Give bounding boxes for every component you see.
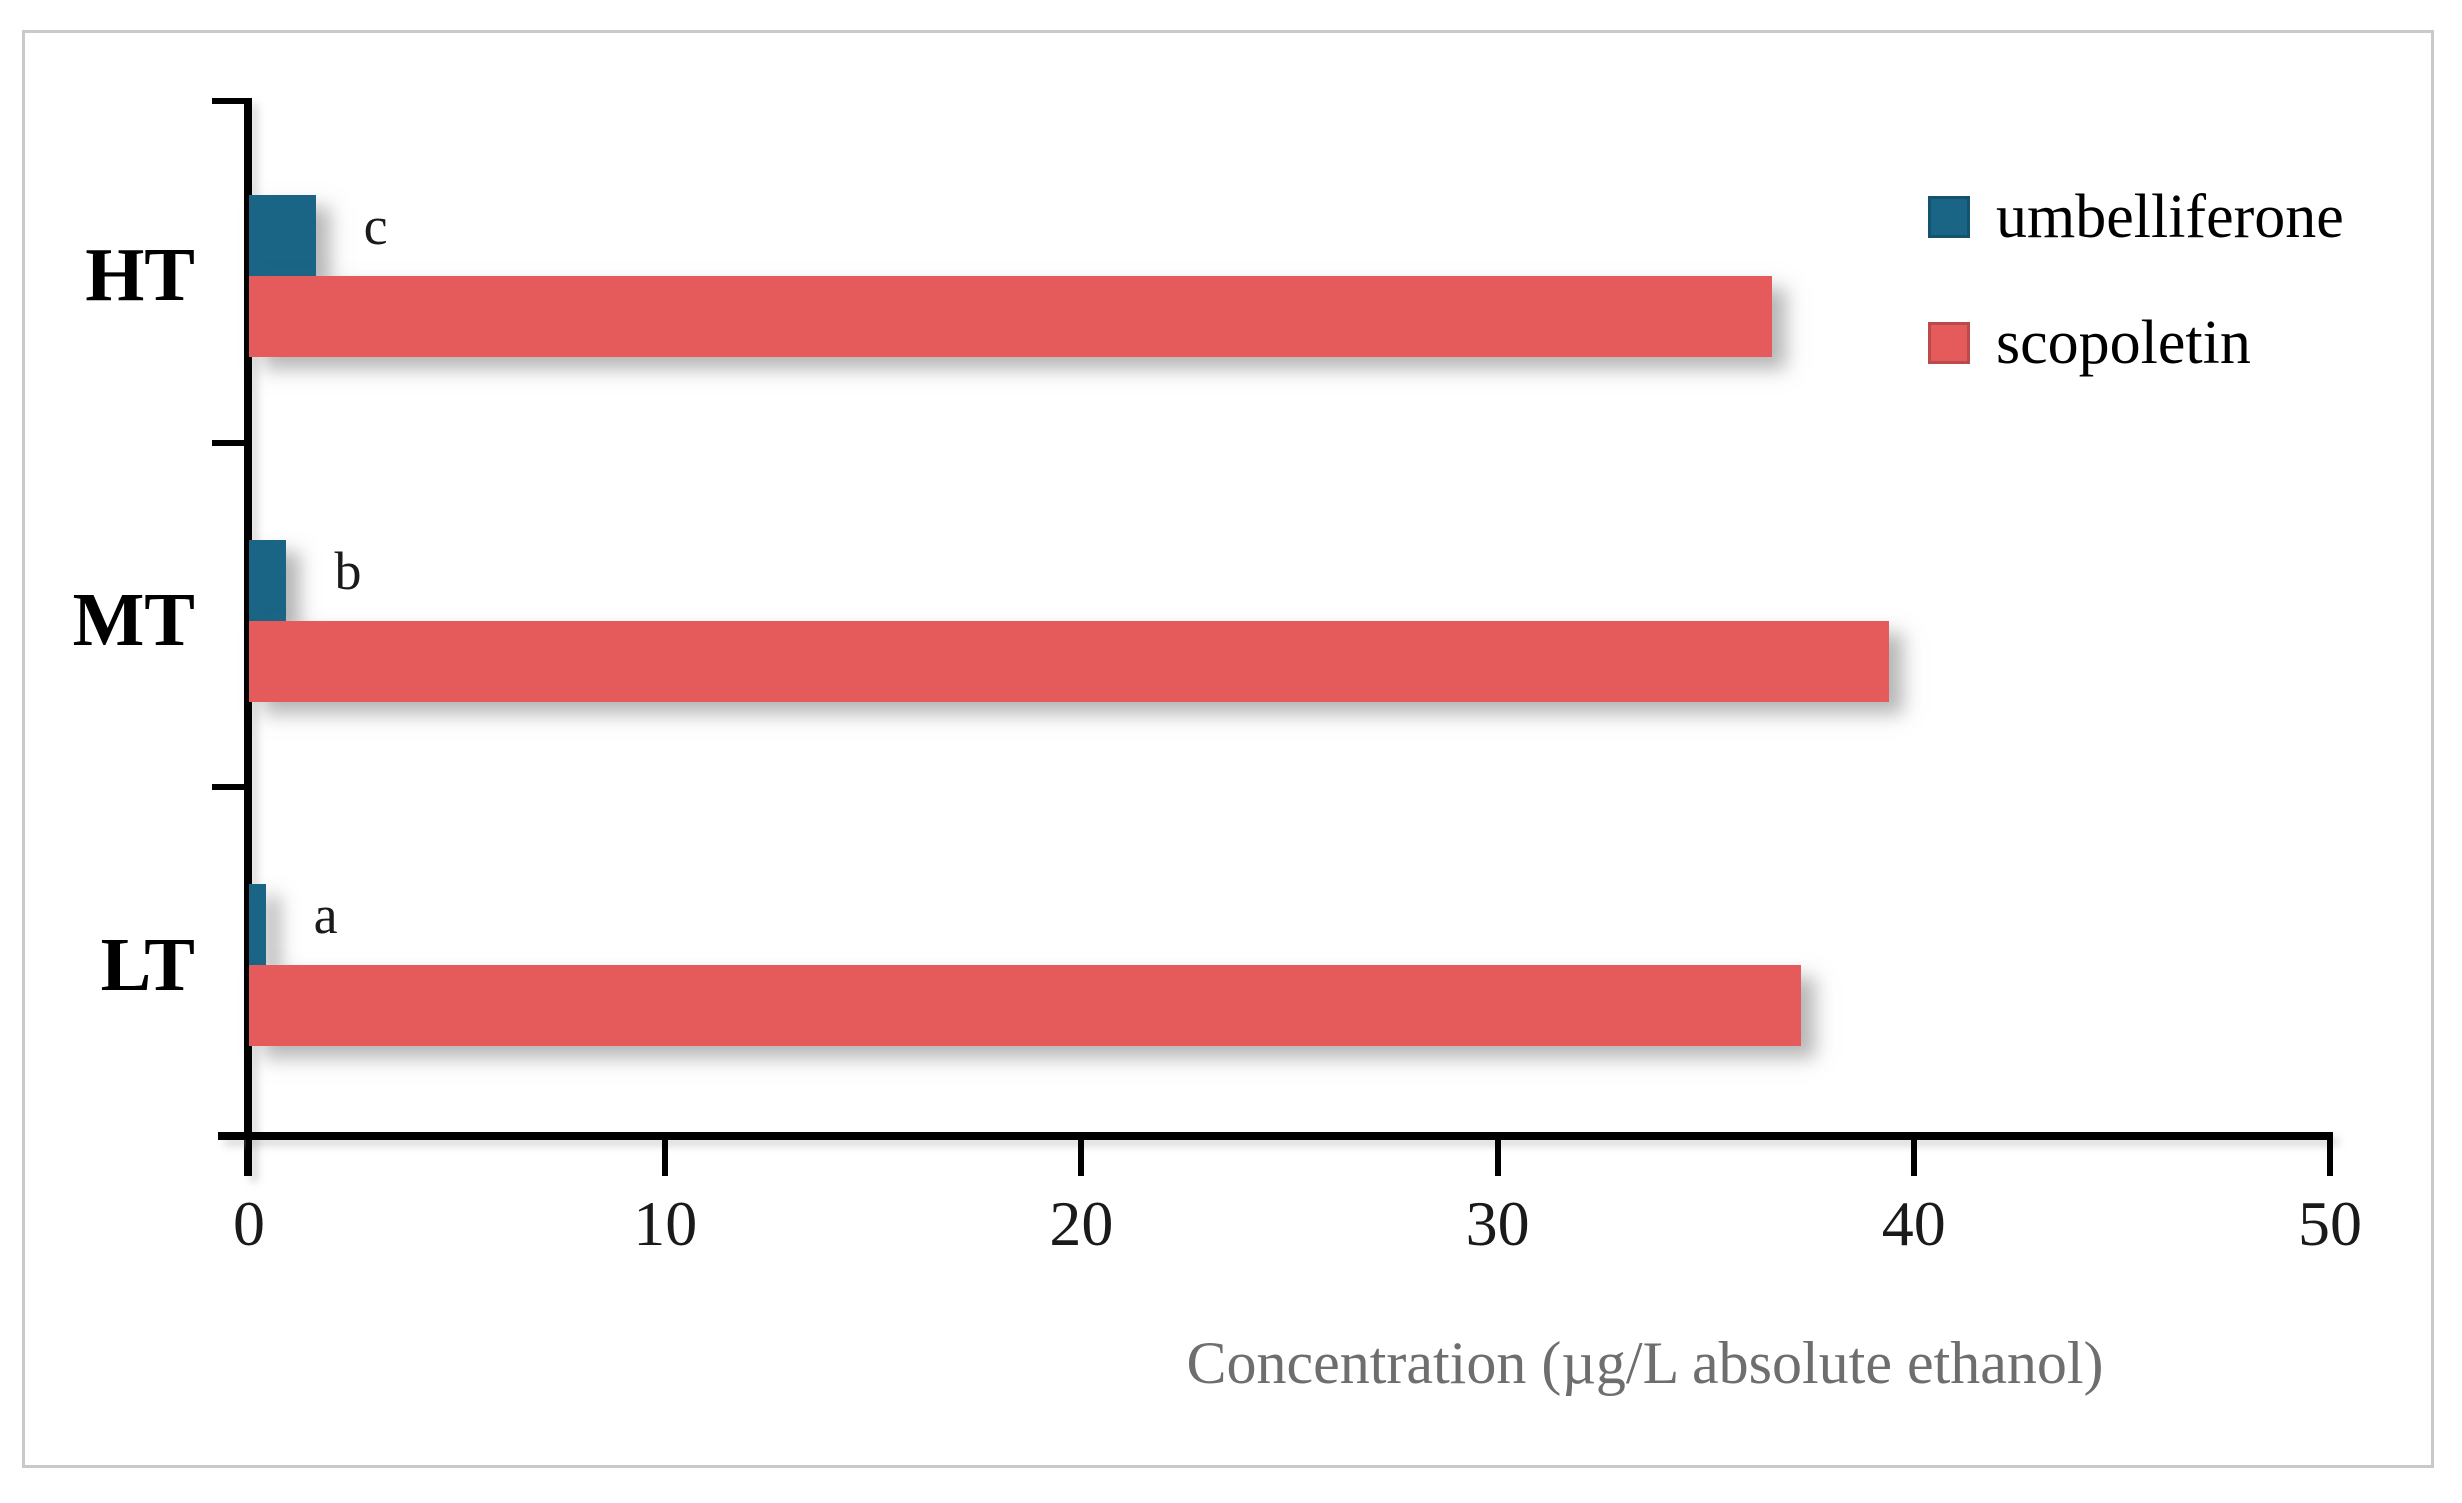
y-axis-tick [212,98,250,104]
category-label-lt: LT [100,922,195,1007]
x-axis-tick [1078,1140,1085,1176]
significance-letter-b: b [334,540,362,601]
scopoletin-swatch-icon [1928,322,1970,364]
y-axis-tick [212,784,250,791]
x-axis-tick [1910,1140,1917,1176]
bar-umbelliferone-mt [249,539,287,621]
legend-item-scopoletin: scopoletin [1928,312,2344,374]
legend: umbelliferone scopoletin [1928,186,2344,374]
x-tick-label: 10 [633,1188,698,1259]
x-axis-tick [662,1140,669,1176]
category-label-ht: HT [85,233,195,318]
significance-letter-a: a [313,885,338,946]
significance-letter-c: c [363,196,388,256]
figure-border [22,30,2434,1468]
x-tick-label: 20 [1049,1188,1114,1259]
x-axis-tick [1494,1140,1501,1176]
legend-item-umbelliferone: umbelliferone [1928,186,2344,248]
x-axis-tick [246,1140,252,1176]
legend-label-scopoletin: scopoletin [1996,309,2251,377]
bar-scopoletin-mt [249,620,1889,702]
bar-scopoletin-ht [249,276,1773,357]
legend-label-umbelliferone: umbelliferone [1996,183,2344,251]
bar-umbelliferone-ht [249,195,316,276]
bar-umbelliferone-lt [249,884,266,966]
x-axis-tick [2327,1140,2333,1176]
x-axis-line [218,1132,2333,1140]
x-tick-label: 30 [1465,1188,1530,1259]
umbelliferone-swatch-icon [1928,196,1970,238]
x-tick-label: 40 [1881,1188,1946,1259]
category-label-mt: MT [72,578,195,662]
x-tick-label: 0 [233,1188,265,1259]
x-axis-title: Concentration (µg/L absolute ethanol) [1186,1330,2104,1396]
y-axis-tick [212,439,250,446]
bar-scopoletin-lt [249,965,1802,1047]
x-tick-label: 50 [2298,1188,2362,1259]
y-axis-line [244,98,252,1176]
